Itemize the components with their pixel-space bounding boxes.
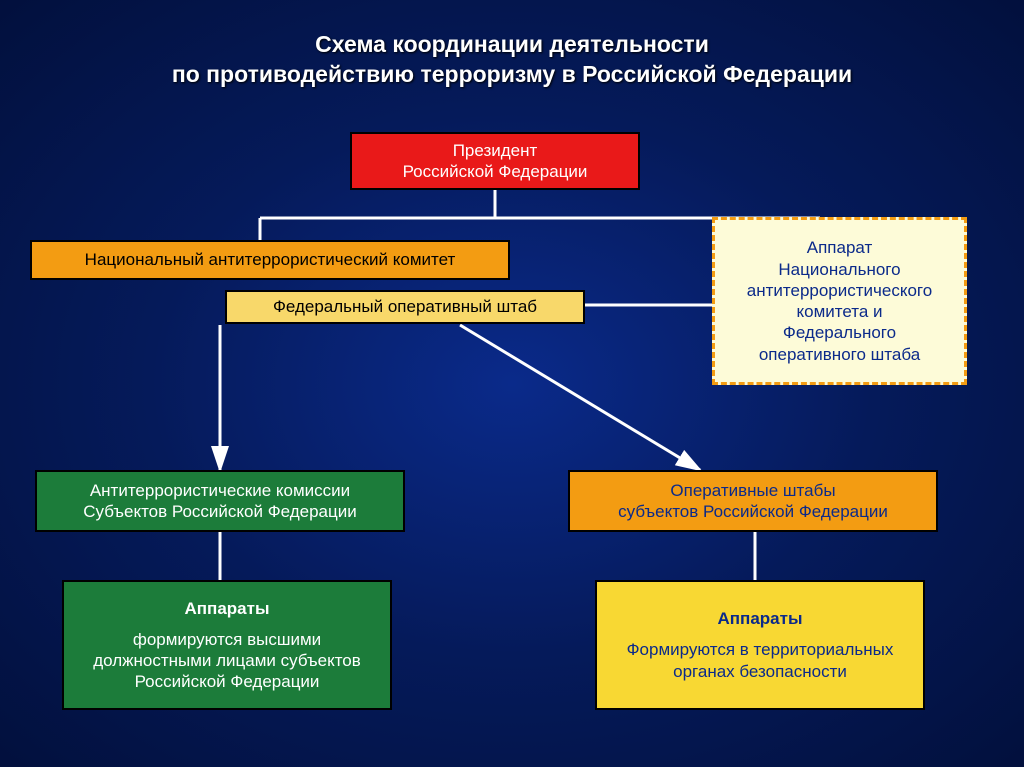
node-federal-hq: Федеральный оперативный штаб <box>225 290 585 324</box>
atk-regional-l2: Субъектов Российской Федерации <box>83 501 357 522</box>
node-apparatus-green: Аппараты формируются высшими должностным… <box>62 580 392 710</box>
node-oper-hq-regional: Оперативные штабы субъектов Российской Ф… <box>568 470 938 532</box>
node-atk-regional: Антитеррористические комиссии Субъектов … <box>35 470 405 532</box>
president-line1: Президент <box>453 140 538 161</box>
apparatus-nak-l6: оперативного штаба <box>759 344 920 365</box>
node-apparatus-nak: Аппарат Национального антитеррористическ… <box>712 217 967 385</box>
title-line1: Схема координации деятельности <box>315 31 709 57</box>
title-line2: по противодействию терроризму в Российск… <box>172 61 852 87</box>
apparatus-yellow-heading: Аппараты <box>718 608 803 629</box>
apparatus-green-l3: Российской Федерации <box>135 671 320 692</box>
nak-text: Национальный антитеррористический комите… <box>85 249 456 270</box>
node-apparatus-yellow: Аппараты Формируются в территориальных о… <box>595 580 925 710</box>
apparatus-nak-l3: антитеррористического <box>747 280 932 301</box>
apparatus-green-heading: Аппараты <box>185 598 270 619</box>
apparatus-nak-l1: Аппарат <box>807 237 873 258</box>
apparatus-yellow-l1: Формируются в территориальных <box>627 639 894 660</box>
apparatus-yellow-l2: органах безопасности <box>673 661 847 682</box>
apparatus-nak-l4: комитета и <box>796 301 882 322</box>
diagram-title: Схема координации деятельности по против… <box>0 30 1024 90</box>
node-nak: Национальный антитеррористический комите… <box>30 240 510 280</box>
apparatus-nak-l5: Федерального <box>783 322 896 343</box>
atk-regional-l1: Антитеррористические комиссии <box>90 480 350 501</box>
federal-hq-text: Федеральный оперативный штаб <box>273 296 537 317</box>
apparatus-green-l2: должностными лицами субъектов <box>93 650 361 671</box>
node-president: Президент Российской Федерации <box>350 132 640 190</box>
apparatus-nak-l2: Национального <box>778 259 900 280</box>
president-line2: Российской Федерации <box>403 161 588 182</box>
apparatus-green-l1: формируются высшими <box>133 629 321 650</box>
oper-hq-regional-l2: субъектов Российской Федерации <box>618 501 888 522</box>
oper-hq-regional-l1: Оперативные штабы <box>670 480 835 501</box>
